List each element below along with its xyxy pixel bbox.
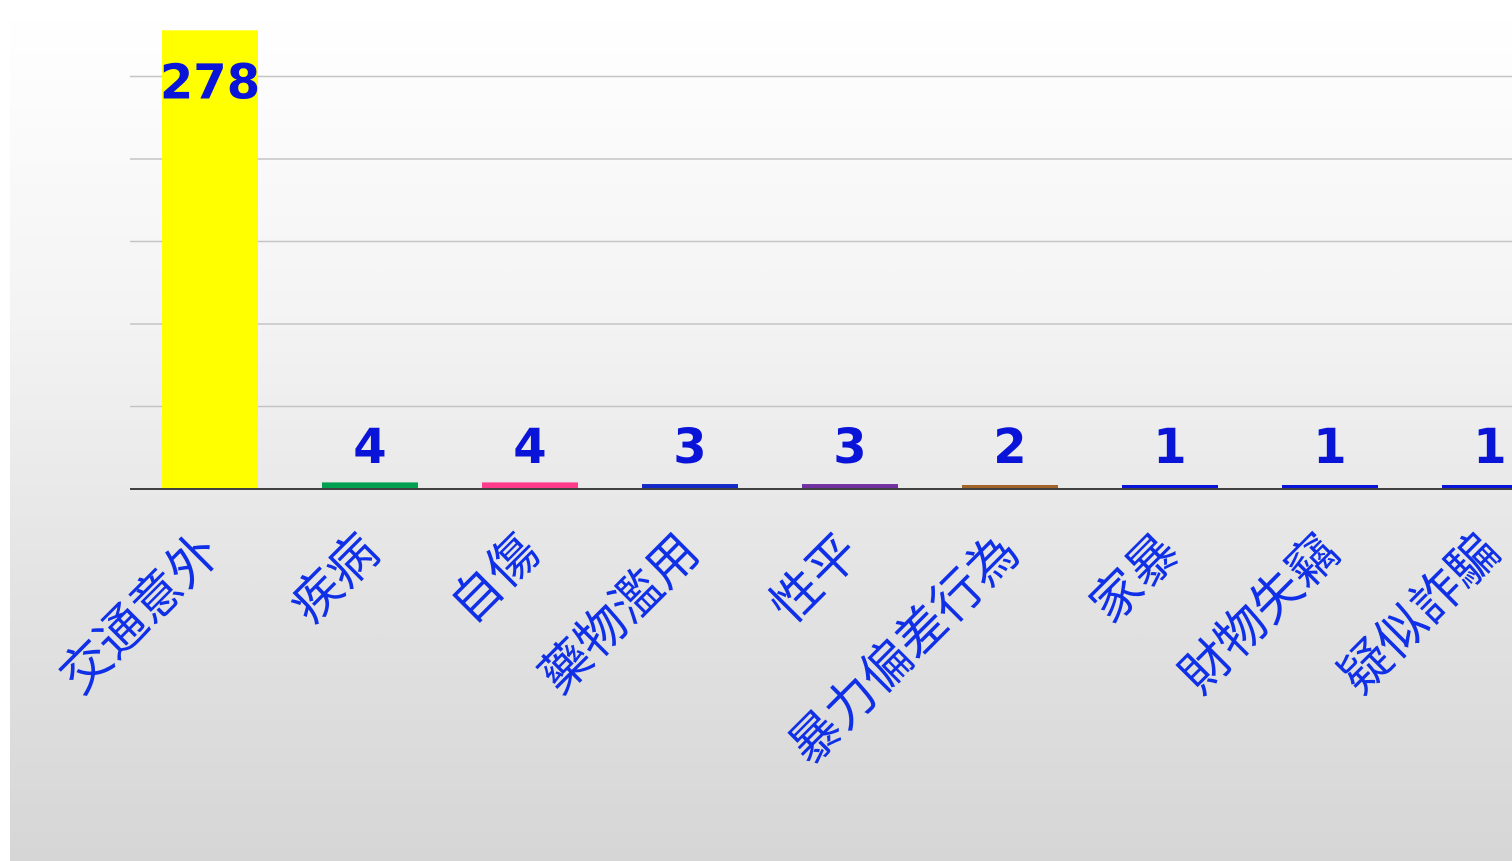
category-label-1: 交通意外 bbox=[48, 522, 230, 704]
bars bbox=[162, 30, 1512, 490]
value-label-1: 278 bbox=[160, 54, 260, 110]
bar-1 bbox=[162, 30, 258, 490]
value-label-2: 4 bbox=[353, 419, 386, 475]
chart-area bbox=[10, 10, 1512, 861]
value-label-6: 2 bbox=[993, 419, 1026, 475]
bar-6 bbox=[962, 485, 1058, 489]
bar-3 bbox=[482, 482, 578, 489]
bar-4 bbox=[642, 484, 738, 489]
bar-9 bbox=[1442, 485, 1512, 489]
category-label-3: 自傷 bbox=[439, 522, 551, 634]
value-label-7: 1 bbox=[1153, 419, 1186, 475]
gridlines bbox=[130, 75, 1512, 408]
value-label-3: 4 bbox=[513, 419, 546, 475]
category-label-9: 疑似詐騙 bbox=[1328, 522, 1510, 704]
value-label-8: 1 bbox=[1313, 419, 1346, 475]
category-label-5: 性平 bbox=[759, 522, 871, 634]
bar-8 bbox=[1282, 485, 1378, 489]
bar-7 bbox=[1122, 485, 1218, 489]
bar-2 bbox=[322, 482, 418, 489]
category-label-8: 財物失竊 bbox=[1168, 522, 1350, 704]
category-label-7: 家暴 bbox=[1079, 522, 1191, 634]
value-labels: 278 4 4 3 3 2 1 1 1 bbox=[160, 54, 1507, 475]
value-label-4: 3 bbox=[673, 419, 706, 475]
bar-5 bbox=[802, 484, 898, 489]
category-label-4: 藥物濫用 bbox=[528, 522, 710, 704]
category-label-2: 疾病 bbox=[279, 522, 391, 634]
value-label-5: 3 bbox=[833, 419, 866, 475]
value-label-9: 1 bbox=[1473, 419, 1506, 475]
